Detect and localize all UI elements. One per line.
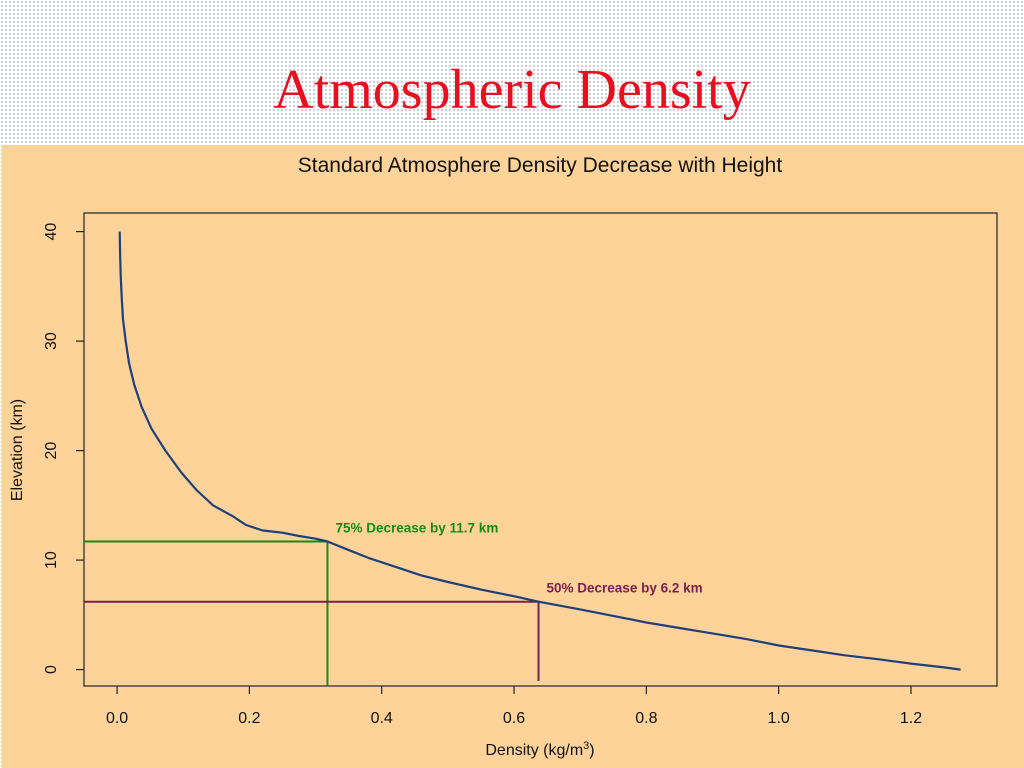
chart-title: Standard Atmosphere Density Decrease wit… bbox=[298, 154, 783, 177]
plot-frame bbox=[83, 212, 998, 687]
x-tick-label: 0.6 bbox=[503, 710, 525, 727]
y-tick-label: 30 bbox=[43, 332, 60, 350]
x-tick-label: 0.0 bbox=[106, 710, 128, 727]
x-axis-label-suffix: ) bbox=[589, 742, 594, 759]
series-line bbox=[118, 231, 961, 671]
x-tick-label: 0.2 bbox=[238, 710, 260, 727]
y-tick-label: 40 bbox=[43, 223, 60, 241]
slide-title: Atmospheric Density bbox=[273, 59, 751, 121]
y-tick-label: 0 bbox=[43, 665, 60, 674]
y-tick-label: 20 bbox=[43, 442, 60, 460]
x-tick-label: 1.2 bbox=[900, 710, 922, 727]
x-tick-label: 0.4 bbox=[371, 710, 393, 727]
x-axis-label: Density (kg/m3) bbox=[485, 740, 594, 759]
y-tick-label: 10 bbox=[43, 551, 60, 569]
x-axis-label-text: Density (kg/m bbox=[485, 742, 583, 759]
y-axis-label: Elevation (km) bbox=[9, 399, 26, 501]
annotation-label: 50% Decrease by 6.2 km bbox=[547, 581, 703, 596]
x-tick-label: 0.8 bbox=[635, 710, 657, 727]
x-tick-label: 1.0 bbox=[768, 710, 790, 727]
annotation-label: 75% Decrease by 11.7 km bbox=[335, 520, 498, 535]
chart-panel bbox=[2, 145, 1024, 768]
x-axis-label-sup: 3 bbox=[583, 740, 589, 752]
